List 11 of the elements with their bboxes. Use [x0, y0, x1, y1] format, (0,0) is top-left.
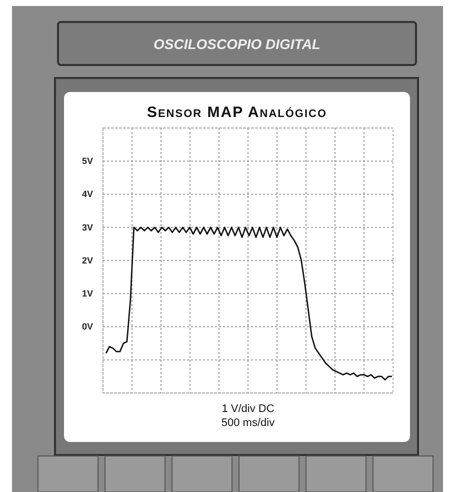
y-tick-label: 2V	[82, 255, 93, 266]
text: 500 ms/div	[221, 417, 276, 429]
y-tick-label: 5V	[82, 156, 93, 166]
y-tick-label: 1V	[82, 288, 93, 299]
line-series	[105, 226, 393, 380]
y-tick-label: 3V	[82, 222, 93, 232]
chart-title: Sensor MAP Analógico	[146, 104, 328, 121]
text: 1 V/div DC	[222, 403, 274, 415]
y-tick-label: 0V	[82, 322, 93, 332]
text: OSCILOSCOPIO DIGITAL	[154, 36, 320, 52]
y-tick-label: 4V	[82, 189, 93, 200]
